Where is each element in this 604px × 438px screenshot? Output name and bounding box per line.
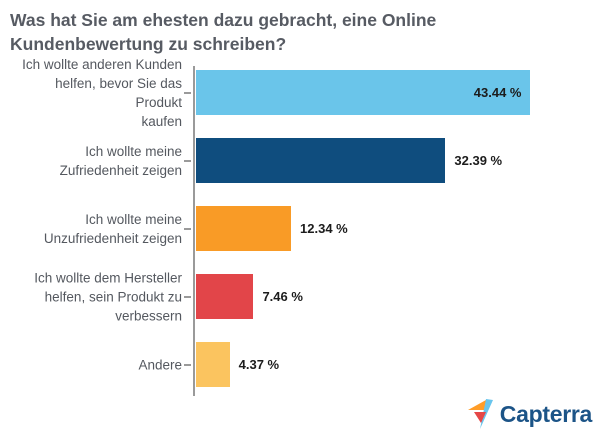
- axis-tick: [184, 91, 191, 94]
- axis-tick: [184, 363, 191, 366]
- y-axis-line: [193, 66, 195, 396]
- bar-help-manufacturer: [196, 274, 254, 319]
- capterra-logo: Capterra: [467, 399, 593, 430]
- bar-show-satisfaction: [196, 138, 446, 183]
- bar-row: Ich wollte anderen Kunden helfen, bevor …: [22, 57, 598, 138]
- bar-row: Ich wollte meine Zufriedenheit zeigen 32…: [60, 138, 598, 206]
- axis-tick: [184, 159, 191, 162]
- category-label: Andere: [138, 357, 182, 372]
- bar-helping-customers: [196, 70, 531, 115]
- category-label: Ich wollte dem Hersteller helfen, sein P…: [34, 270, 182, 323]
- value-label: 7.46 %: [262, 289, 303, 304]
- category-label: Ich wollte meine Zufriedenheit zeigen: [59, 143, 182, 178]
- bar-other: [196, 342, 230, 387]
- axis-tick: [184, 227, 191, 230]
- value-label: 12.34 %: [300, 221, 348, 236]
- bar-show-dissatisfaction: [196, 206, 292, 251]
- chart-title: Was hat Sie am ehesten dazu gebracht, ei…: [10, 10, 437, 54]
- category-label: Ich wollte meine Unzufriedenheit zeigen: [43, 211, 182, 246]
- bar-row: Ich wollte meine Unzufriedenheit zeigen …: [44, 206, 598, 274]
- value-label: 32.39 %: [454, 153, 503, 168]
- bar-plot-area: Ich wollte anderen Kunden helfen, bevor …: [22, 57, 598, 410]
- capterra-logo-text: Capterra: [499, 401, 593, 427]
- category-label: Ich wollte anderen Kunden helfen, bevor …: [22, 56, 182, 129]
- axis-tick: [184, 295, 191, 298]
- value-label: 43.44 %: [473, 85, 522, 100]
- bar-row: Andere 4.37 %: [138, 342, 598, 410]
- value-label: 4.37 %: [238, 357, 280, 372]
- bar-row: Ich wollte dem Hersteller helfen, sein P…: [34, 270, 598, 342]
- capterra-logo-icon: [467, 399, 493, 429]
